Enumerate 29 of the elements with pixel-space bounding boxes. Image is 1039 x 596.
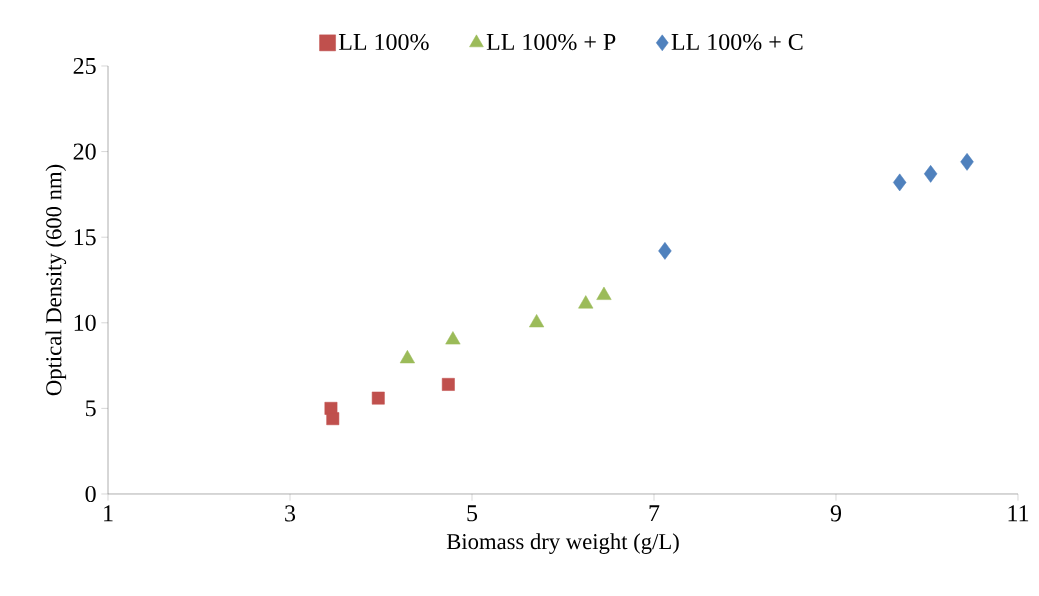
legend-label: LL 100% + C (671, 33, 803, 51)
point (371, 391, 385, 405)
y-tick-label: 20 (73, 143, 96, 160)
point (441, 378, 455, 391)
x-axis-title: Biomass dry weight (g/L) (446, 533, 679, 554)
point (529, 314, 545, 328)
point (658, 242, 672, 260)
x-tick-label: 3 (285, 505, 296, 522)
point (893, 173, 907, 192)
x-tick-label: 1 (104, 505, 113, 522)
point (326, 412, 340, 426)
legend-label: LL 100% (338, 33, 429, 51)
point (578, 295, 594, 309)
x-tick-label: 5 (467, 505, 478, 522)
y-tick-label: 25 (73, 57, 96, 75)
y-tick-label: 15 (74, 229, 96, 246)
x-tick-label: 7 (649, 505, 660, 522)
y-tick-label: 10 (74, 314, 96, 331)
point (960, 153, 974, 171)
y-tick-label: 0 (85, 485, 96, 503)
x-tick-label: 9 (830, 505, 842, 522)
y-tick-label: 5 (86, 400, 96, 417)
point (399, 350, 415, 364)
x-tick-label: 11 (1008, 505, 1029, 522)
point (596, 286, 612, 300)
point (445, 331, 461, 345)
point (923, 165, 938, 183)
y-axis-title: Optical Density (600 nm) (45, 164, 67, 396)
legend-label: LL 100% + P (486, 33, 616, 51)
